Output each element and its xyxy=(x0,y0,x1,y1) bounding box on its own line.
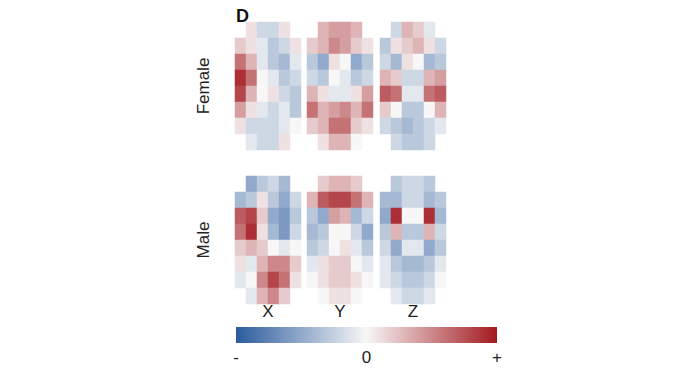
svg-text:-: - xyxy=(233,348,239,367)
svg-text:0: 0 xyxy=(362,348,371,367)
svg-text:Male: Male xyxy=(194,222,213,259)
svg-text:X: X xyxy=(262,302,273,321)
svg-text:Female: Female xyxy=(194,58,213,115)
svg-text:+: + xyxy=(492,348,502,367)
svg-text:Z: Z xyxy=(408,302,418,321)
svg-text:Y: Y xyxy=(334,302,345,321)
svg-text:D: D xyxy=(236,6,249,26)
